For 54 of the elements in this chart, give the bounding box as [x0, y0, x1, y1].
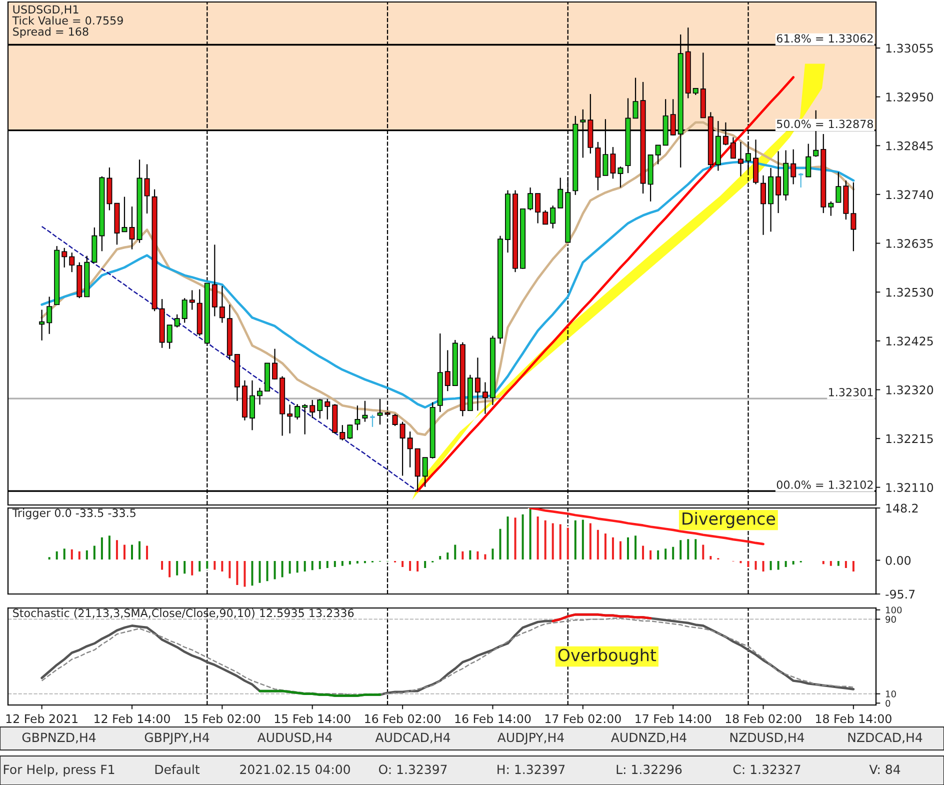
- ref-line-label: 1.32301: [829, 388, 873, 396]
- ref-line-label: 50.0% = 1.32878: [776, 120, 873, 128]
- chart-title: Trigger 0.0 -33.5 -33.5: [12, 508, 136, 520]
- text: L: 1.32296: [616, 764, 682, 774]
- y-tick-label: 1.32530: [886, 288, 934, 297]
- text: NZDUSD,H4: [730, 732, 804, 744]
- text: C: 1.32327: [733, 764, 800, 774]
- x-tick-label: 18 Feb 02:00: [726, 714, 802, 724]
- x-tick-label: 17 Feb 02:00: [545, 714, 621, 724]
- x-tick-label: 17 Feb 14:00: [636, 714, 712, 724]
- text: AUDJPY,H4: [497, 732, 564, 744]
- y-tick-label: 1.32950: [886, 92, 934, 102]
- text: AUDUSD,H4: [257, 732, 332, 744]
- ref-line-label: 00.0% = 1.32102: [776, 480, 873, 489]
- y-tick-label: 1.32425: [886, 336, 933, 346]
- annotation: Overbought: [558, 648, 656, 665]
- y-tick-label: 1.32110: [886, 483, 934, 492]
- x-tick-label: 16 Feb 14:00: [455, 714, 531, 724]
- chart-title: USDSGD,H1: [13, 5, 78, 15]
- text: Default: [155, 764, 200, 774]
- y-tick-label: 1.32320: [886, 385, 934, 394]
- y-tick-label: 100: [886, 606, 902, 614]
- y-tick-label: -95.7: [886, 590, 915, 599]
- text: GBPJPY,H4: [144, 732, 210, 744]
- y-tick-label: 10: [886, 690, 896, 698]
- x-tick-label: 12 Feb 2021: [6, 714, 78, 724]
- y-tick-label: 0.00: [886, 556, 911, 565]
- y-tick-label: 90: [886, 616, 896, 623]
- text: 2021.02.15 04:00: [240, 764, 350, 774]
- y-tick-label: 1.32740: [886, 190, 934, 200]
- x-tick-label: 12 Feb 14:00: [94, 714, 170, 724]
- x-tick-label: 15 Feb 14:00: [274, 714, 350, 724]
- y-tick-label: 1.32215: [886, 434, 933, 444]
- y-tick-label: 0: [886, 700, 890, 707]
- x-tick-label: 15 Feb 02:00: [184, 714, 260, 724]
- text: For Help, press F1: [4, 764, 114, 777]
- chart-title: Stochastic (21,13,3,SMA,Close/Close,90,10) 12.5935 13.2336: [13, 608, 354, 618]
- text: AUDNZD,H4: [611, 732, 686, 744]
- text: AUDCAD,H4: [375, 732, 450, 744]
- text: H: 1.32397: [498, 764, 565, 774]
- y-tick-label: 1.32635: [886, 238, 933, 248]
- ref-line-label: 61.8% = 1.33062: [776, 34, 873, 43]
- text: GBPNZD,H4: [22, 732, 96, 744]
- y-tick-label: 148.2: [886, 504, 918, 513]
- annotation: Spread = 168: [13, 27, 88, 38]
- annotation: Tick Value = 0.7559: [12, 16, 123, 25]
- y-tick-label: 1.33055: [886, 44, 933, 53]
- text: O: 1.32397: [378, 764, 447, 774]
- x-tick-label: 18 Feb 14:00: [816, 714, 892, 724]
- text: V: 84: [869, 764, 900, 774]
- text: NZDCAD,H4: [848, 732, 922, 744]
- x-tick-label: 16 Feb 02:00: [365, 714, 440, 724]
- y-tick-label: 1.32845: [886, 141, 933, 150]
- annotation: Divergence: [682, 512, 776, 528]
